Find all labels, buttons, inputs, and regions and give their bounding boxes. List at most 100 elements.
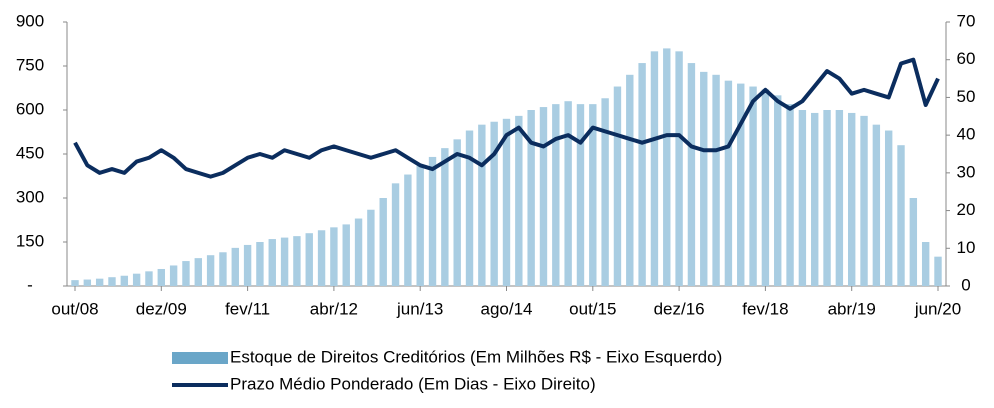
bar (589, 104, 597, 286)
line (73, 57, 940, 179)
bar (428, 156, 437, 286)
bar (872, 124, 881, 287)
bar (404, 174, 412, 286)
bar (132, 273, 141, 286)
bar (268, 239, 276, 286)
bar (305, 233, 313, 286)
x-tick-label: fev/18 (742, 299, 788, 318)
bar (478, 124, 486, 287)
bar (564, 101, 572, 286)
bar (194, 258, 202, 286)
y-tick-label: 300 (16, 187, 44, 206)
bar (293, 236, 301, 286)
bar (786, 104, 794, 286)
bar (921, 242, 930, 286)
bar (798, 110, 807, 286)
bar (687, 63, 696, 286)
bar (848, 112, 856, 286)
bar (737, 83, 745, 286)
bar (391, 183, 400, 286)
bar (835, 110, 844, 286)
bar (83, 279, 92, 286)
x-tick-label: dez/09 (136, 299, 187, 318)
bar (231, 247, 239, 286)
bar (650, 51, 659, 287)
bar (638, 63, 646, 286)
bar (897, 145, 905, 286)
bar (354, 218, 363, 286)
bar (71, 280, 79, 286)
y2-tick-label: 40 (957, 125, 976, 144)
y2-tick-label: 30 (957, 162, 976, 181)
y-tick-label: 450 (16, 143, 44, 162)
y2-tick-label: 60 (957, 49, 976, 68)
y2-tick-label: 20 (957, 200, 976, 219)
legend-label: Estoque de Direitos Creditórios (Em Milh… (230, 347, 722, 366)
bar (145, 271, 153, 286)
x-tick-label: jun/20 (914, 299, 961, 318)
bar (95, 278, 104, 286)
x-tick-label: out/08 (51, 299, 98, 318)
bar (243, 244, 252, 286)
bar (884, 130, 893, 286)
y2-tick-label: 10 (957, 238, 976, 257)
bar (441, 148, 449, 286)
bar (675, 51, 683, 287)
bar (761, 89, 770, 286)
bar (774, 95, 782, 286)
bar (465, 130, 474, 286)
bar (453, 139, 461, 286)
y-tick-label: 600 (16, 99, 44, 118)
bar (157, 268, 165, 286)
x-tick-label: dez/16 (654, 299, 705, 318)
bar (120, 275, 129, 286)
bar (823, 110, 831, 286)
bar (626, 74, 634, 286)
y-tick-label: 150 (16, 231, 44, 250)
bar (490, 121, 498, 286)
y-tick-label: 900 (16, 11, 44, 30)
x-tick-label: out/15 (569, 299, 616, 318)
y-tick-label: 750 (16, 55, 44, 74)
y2-tick-label: 70 (957, 11, 976, 30)
bar (539, 107, 548, 286)
y2-tick-label: 0 (961, 275, 970, 294)
bar (108, 277, 116, 286)
bar (552, 104, 560, 286)
bar (934, 256, 942, 286)
x-tick-label: ago/14 (481, 299, 533, 318)
bar (700, 71, 708, 286)
bar (576, 104, 585, 286)
bar (342, 224, 350, 286)
bar (367, 209, 375, 286)
bar (379, 198, 387, 286)
bar (663, 48, 671, 287)
bar (330, 227, 338, 286)
legend-swatch (172, 352, 228, 364)
bar (169, 265, 178, 286)
bar (909, 198, 918, 286)
bar (860, 115, 868, 286)
bar (256, 242, 264, 286)
bar (219, 252, 227, 286)
bar (182, 261, 190, 286)
bar (613, 86, 622, 287)
x-tick-label: jun/13 (396, 299, 443, 318)
bar (416, 165, 424, 286)
y-tick-label: - (27, 275, 33, 294)
bar (527, 110, 535, 286)
legend-label: Prazo Médio Ponderado (Em Dias - Eixo Di… (230, 374, 596, 393)
bar (811, 112, 819, 286)
x-tick-label: abr/12 (310, 299, 358, 318)
bar (502, 118, 511, 286)
y2-tick-label: 50 (957, 87, 976, 106)
bar (280, 237, 289, 286)
bar (601, 98, 609, 287)
x-tick-label: abr/19 (828, 299, 876, 318)
bar (515, 115, 523, 286)
bar (724, 80, 733, 287)
bar (749, 86, 757, 287)
bar (712, 74, 720, 286)
x-tick-label: fev/11 (225, 299, 270, 318)
